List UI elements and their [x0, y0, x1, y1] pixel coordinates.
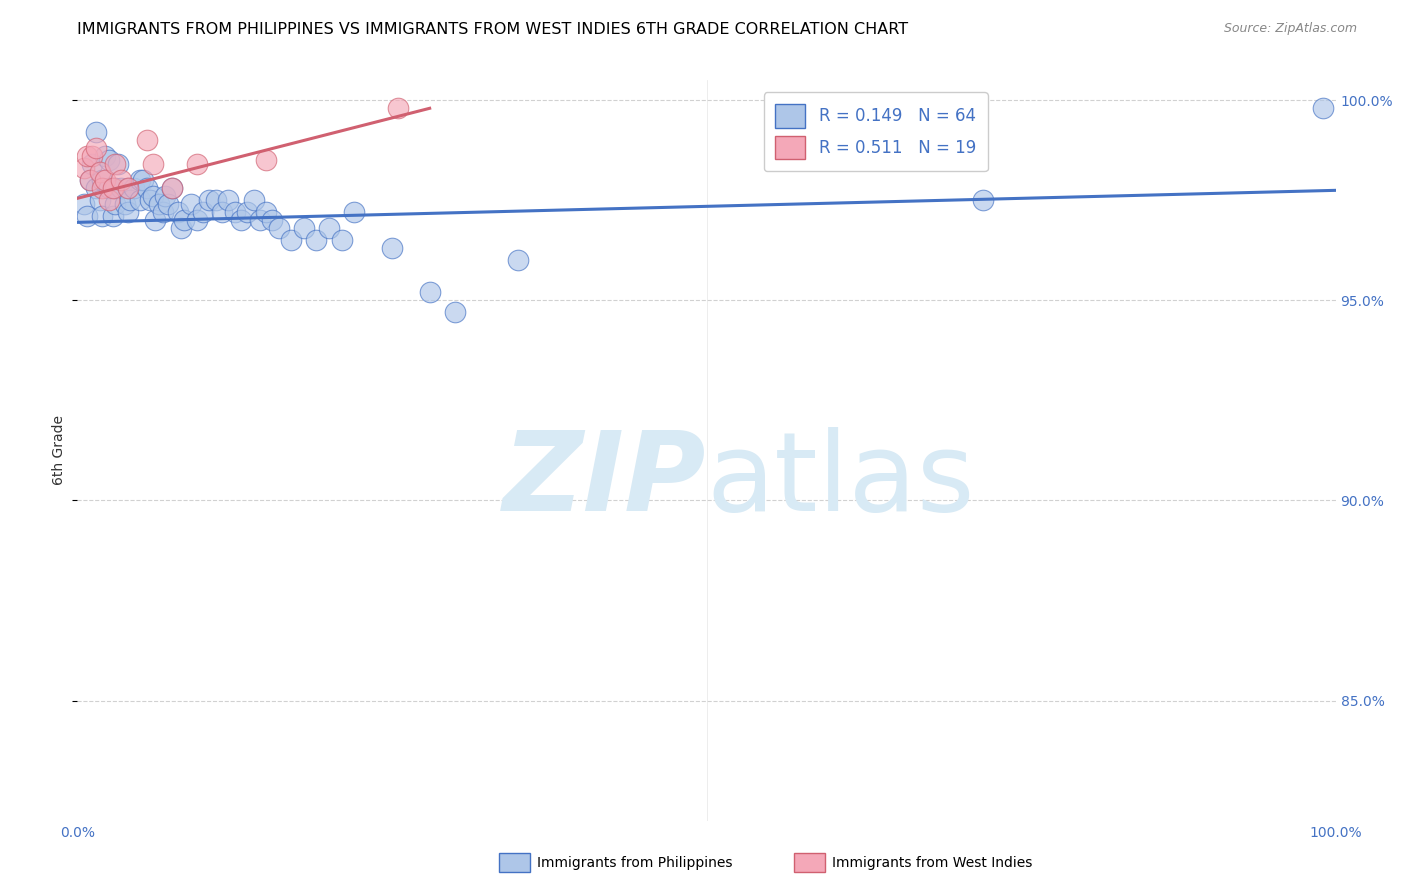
Point [506, 253, 529, 268]
Point [91, 173, 114, 187]
Point [229, 213, 252, 227]
Point [156, 197, 179, 211]
Point [343, 205, 366, 219]
Point [114, 197, 136, 211]
Point [72, 161, 94, 176]
Legend: R = 0.149   N = 64, R = 0.511   N = 19: R = 0.149 N = 64, R = 0.511 N = 19 [763, 92, 987, 171]
Point [79, 173, 101, 187]
Point [204, 194, 226, 208]
Point [104, 181, 127, 195]
Point [94, 173, 117, 187]
Point [97, 181, 120, 195]
Point [262, 213, 284, 227]
Text: Source: ZipAtlas.com: Source: ZipAtlas.com [1223, 22, 1357, 36]
Point [236, 205, 259, 219]
Point [186, 213, 208, 227]
Point [104, 197, 127, 211]
Point [972, 194, 994, 208]
Point [305, 233, 328, 247]
Point [387, 101, 409, 115]
Point [129, 194, 152, 208]
Point [180, 197, 202, 211]
Point [267, 221, 290, 235]
Point [419, 285, 441, 300]
Point [169, 221, 191, 235]
Point [107, 157, 129, 171]
Point [160, 181, 183, 195]
Point [104, 157, 127, 171]
Point [242, 194, 264, 208]
Point [79, 173, 101, 187]
Point [254, 205, 277, 219]
Point [72, 197, 94, 211]
Text: Immigrants from Philippines: Immigrants from Philippines [537, 855, 733, 870]
Point [444, 305, 467, 319]
Point [89, 165, 111, 179]
Point [110, 181, 132, 195]
Point [139, 194, 162, 208]
Point [173, 213, 195, 227]
Point [97, 153, 120, 168]
Point [84, 181, 107, 195]
Point [211, 205, 233, 219]
Text: IMMIGRANTS FROM PHILIPPINES VS IMMIGRANTS FROM WEST INDIES 6TH GRADE CORRELATION: IMMIGRANTS FROM PHILIPPINES VS IMMIGRANT… [77, 22, 908, 37]
Point [142, 157, 165, 171]
Text: ZIP: ZIP [503, 426, 707, 533]
Point [132, 173, 155, 187]
Point [167, 205, 190, 219]
Point [160, 181, 183, 195]
Point [94, 149, 117, 163]
Point [120, 194, 142, 208]
Text: Immigrants from West Indies: Immigrants from West Indies [832, 855, 1033, 870]
Point [186, 157, 208, 171]
Point [84, 125, 107, 139]
Point [254, 153, 277, 168]
Point [292, 221, 315, 235]
Point [91, 181, 114, 195]
Point [117, 181, 139, 195]
Point [101, 210, 124, 224]
Point [1312, 101, 1334, 115]
Point [76, 210, 98, 224]
Point [330, 233, 353, 247]
Point [117, 181, 139, 195]
Point [82, 157, 104, 171]
Point [135, 133, 157, 147]
Point [101, 181, 124, 195]
Point [122, 181, 145, 195]
Point [76, 149, 98, 163]
Point [152, 205, 174, 219]
Point [224, 205, 246, 219]
Point [129, 173, 152, 187]
Point [381, 241, 404, 255]
Point [148, 197, 170, 211]
Point [155, 189, 177, 203]
Point [318, 221, 340, 235]
Point [82, 149, 104, 163]
Point [89, 194, 111, 208]
Point [249, 213, 271, 227]
Point [135, 181, 157, 195]
Point [280, 233, 302, 247]
Text: atlas: atlas [707, 426, 974, 533]
Point [110, 173, 132, 187]
Point [191, 205, 215, 219]
Y-axis label: 6th Grade: 6th Grade [52, 416, 66, 485]
Point [84, 141, 107, 155]
Point [143, 213, 166, 227]
Point [117, 205, 139, 219]
Point [142, 189, 165, 203]
Point [198, 194, 221, 208]
Point [217, 194, 239, 208]
Point [97, 194, 120, 208]
Point [91, 210, 114, 224]
